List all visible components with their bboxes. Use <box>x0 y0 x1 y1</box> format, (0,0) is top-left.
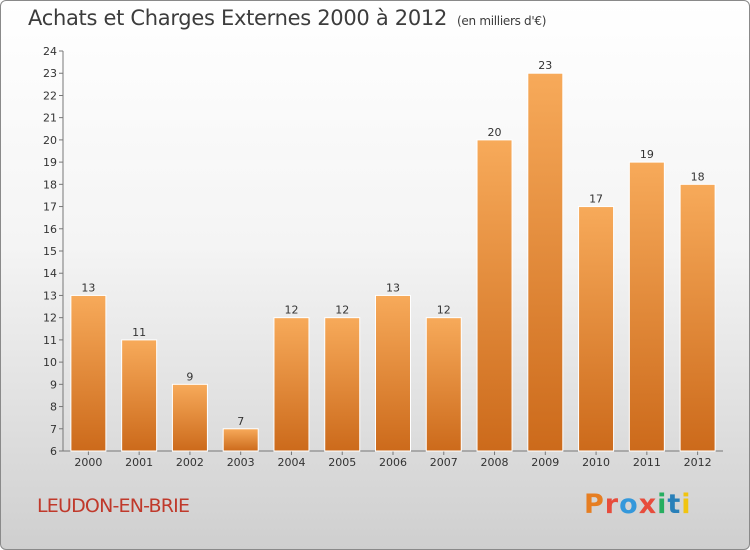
bar-2008 <box>476 139 513 452</box>
x-axis: 2000 2001 2002 2003 2004 2005 2006 2007 2008 2009… <box>63 450 723 469</box>
value-labels: 13 11 9 7 12 12 13 12 20 23 17 19 18 <box>81 59 704 428</box>
chart-title: Achats et Charges Externes 2000 à 2012 (e… <box>28 6 546 30</box>
y-axis: 6 7 8 9 10 11 12 13 14 15 16 17 18 19 20 21 22 23 24 <box>43 45 64 458</box>
value-label-2004: 12 <box>284 304 298 317</box>
y-tick-label: 6 <box>50 445 57 458</box>
logo-letter: o <box>619 489 639 520</box>
y-tick-label: 12 <box>43 312 57 325</box>
value-label-2012: 18 <box>691 170 705 183</box>
x-tick-label: 2004 <box>277 456 305 469</box>
y-tick-label: 18 <box>43 178 57 191</box>
bar-2009 <box>527 72 564 452</box>
y-tick-label: 13 <box>43 289 57 302</box>
y-tick-label: 14 <box>43 267 57 280</box>
value-label-2001: 11 <box>132 326 146 339</box>
logo-letter: i <box>657 489 668 520</box>
title-text: Achats et Charges Externes 2000 à 2012 <box>28 6 448 30</box>
x-tick-label: 2007 <box>430 456 458 469</box>
x-tick-label: 2005 <box>328 456 356 469</box>
x-tick-label: 2008 <box>481 456 509 469</box>
title-unit: (en milliers d'€) <box>457 14 547 28</box>
value-label-2007: 12 <box>437 304 451 317</box>
bars <box>70 72 716 452</box>
bar-2003 <box>222 428 259 452</box>
x-tick-label: 2000 <box>74 456 102 469</box>
x-tick-label: 2006 <box>379 456 407 469</box>
y-tick-label: 19 <box>43 156 57 169</box>
bar-2007 <box>425 317 462 452</box>
bar-2010 <box>578 206 615 452</box>
logo-letter: t <box>667 489 682 520</box>
value-label-2002: 9 <box>186 370 193 383</box>
y-tick-label: 17 <box>43 201 57 214</box>
y-tick-label: 22 <box>43 89 57 102</box>
y-tick-label: 8 <box>50 401 57 414</box>
y-tick-label: 10 <box>43 356 57 369</box>
value-label-2006: 13 <box>386 281 400 294</box>
x-tick-label: 2011 <box>633 456 661 469</box>
y-tick-label: 20 <box>43 134 57 147</box>
y-tick-label: 21 <box>43 112 57 125</box>
logo-letter: P <box>584 489 605 520</box>
bar-2011 <box>628 161 665 452</box>
y-tick-label: 16 <box>43 223 57 236</box>
x-tick-label: 2002 <box>176 456 204 469</box>
commune-name: LEUDON-EN-BRIE <box>37 495 190 517</box>
value-label-2003: 7 <box>237 415 244 428</box>
logo-letter: r <box>604 489 620 520</box>
value-label-2011: 19 <box>640 148 654 161</box>
x-tick-label: 2012 <box>684 456 712 469</box>
bar-2005 <box>324 317 361 452</box>
y-tick-label: 9 <box>50 378 57 391</box>
bar-2012 <box>679 183 716 452</box>
bar-2004 <box>273 317 310 452</box>
value-label-2009: 23 <box>538 59 552 72</box>
bar-2001 <box>121 339 158 452</box>
y-tick-label: 23 <box>43 67 57 80</box>
bar-2002 <box>171 383 208 452</box>
x-tick-label: 2010 <box>582 456 610 469</box>
proxiti-logo[interactable]: Proxiti <box>584 489 692 520</box>
y-tick-label: 15 <box>43 245 57 258</box>
x-tick-label: 2009 <box>531 456 559 469</box>
x-tick-label: 2001 <box>125 456 153 469</box>
value-label-2010: 17 <box>589 193 603 206</box>
value-label-2005: 12 <box>335 304 349 317</box>
y-tick-label: 24 <box>43 45 57 58</box>
y-tick-label: 11 <box>43 334 57 347</box>
value-label-2008: 20 <box>488 126 502 139</box>
logo-letter: x <box>638 489 658 520</box>
logo-letter: i <box>681 489 692 520</box>
bar-2000 <box>70 294 107 452</box>
y-tick-label: 7 <box>50 423 57 436</box>
bar-2006 <box>375 294 411 452</box>
x-tick-label: 2003 <box>227 456 255 469</box>
value-label-2000: 13 <box>81 281 95 294</box>
